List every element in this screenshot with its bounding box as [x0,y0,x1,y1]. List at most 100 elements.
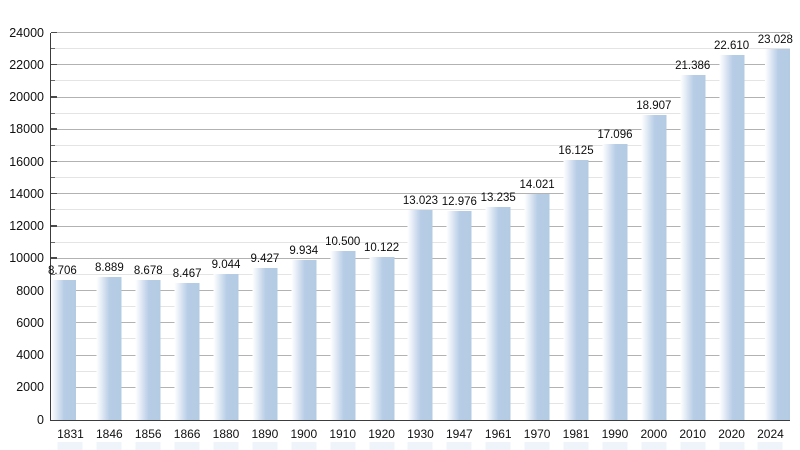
axis-tick [51,160,57,162]
bar-slot-2024: 23.028 2024 [751,33,793,450]
x-tick-label: 1930 [407,427,434,441]
gridline-minor [51,177,790,179]
bar-value-label: 9.934 [289,244,319,257]
bar-value-label: 8.706 [48,264,77,277]
ghost-bar [757,442,783,450]
bar-1890 [252,268,278,420]
bar-value-label: 13.023 [402,195,439,208]
bar-slot-1831: 8.706 1831 [48,33,90,450]
bar-slot-1890: 9.427 1890 [245,33,284,450]
gridline-major [51,161,790,162]
bar-value-label: 21.386 [675,60,711,73]
bar-2000 [641,115,667,420]
axis-tick [51,63,57,66]
x-tick-label: 1856 [134,427,162,441]
axis-tick [51,80,55,82]
ghost-bar [291,442,317,450]
bar-slot-1961: 13.235 1961 [479,33,518,450]
bar-slot-2000: 18.907 2000 [634,33,673,450]
bar-value-label: 8.889 [94,261,124,274]
gridline-major [51,96,790,98]
bar-slot-1900: 9.934 1900 [284,33,323,450]
bar-2024 [764,48,790,420]
axis-tick [51,257,57,259]
bar-value-label: 9.427 [250,253,280,265]
y-tick-label: 0 [37,412,44,427]
ghost-bar [174,442,200,450]
axis-tick [51,209,55,211]
ghost-bar [485,442,511,450]
y-tick-label: 18000 [9,122,44,137]
y-tick-label: 2000 [16,380,44,395]
bar-slot-1880: 9.044 1880 [207,33,246,450]
bar-1970 [524,193,550,420]
x-tick-label: 1880 [212,427,240,441]
gridline-minor [51,48,790,50]
bar-value-label: 10.500 [325,235,361,248]
bar-1880 [213,274,239,420]
ghost-bar [330,442,356,450]
ghost-bar [57,442,83,450]
bar-slot-1856: 8.678 1856 [129,33,168,450]
axis-tick [51,192,57,195]
bar-slot-1910: 10.500 1910 [323,33,362,450]
ghost-bar [135,442,161,450]
bar-value-label: 10.122 [363,241,400,254]
bar-value-label: 8.678 [133,265,163,278]
bar-slot-1920: 10.122 1920 [362,33,401,450]
axis-tick [51,48,55,50]
axis-tick [51,96,57,98]
x-tick-label: 1846 [95,427,123,441]
bar-1910 [330,250,356,420]
x-tick-label: 2024 [757,427,784,441]
axis-tick [51,273,55,275]
y-tick-label: 24000 [9,25,44,40]
y-tick-label: 10000 [9,251,44,266]
bar-1947 [446,210,472,420]
gridline-major [51,193,790,195]
bar-value-label: 23.028 [757,33,793,46]
ghost-bar [213,442,239,450]
bar-1920 [369,256,395,420]
x-tick-label: 1970 [523,427,551,441]
bar-value-label: 18.907 [636,100,672,113]
bar-2010 [680,75,706,420]
plot-area: 8.706 1831 8.889 1846 8.678 1856 8.467 1866 9.04… [48,31,793,450]
bar-1846 [96,276,122,420]
bar-slot-1947: 12.976 1947 [440,33,479,450]
ghost-bar [719,442,745,450]
ghost-bar [641,442,667,450]
x-tick-label: 2010 [679,427,707,441]
ghost-bar [524,442,550,450]
x-tick-label: 1947 [446,427,473,441]
bar-slot-2020: 22.610 2020 [712,33,751,450]
bar-1866 [174,283,200,420]
bar-value-label: 22.610 [713,40,750,53]
y-tick-label: 22000 [9,57,44,72]
x-tick-label: 2020 [718,427,745,441]
x-tick-label: 1961 [484,427,512,441]
ghost-bar [563,442,589,450]
axis-tick [51,144,55,146]
bar-1930 [407,210,433,420]
axis-tick [51,31,57,33]
bar-1981 [563,159,589,420]
bars: 8.706 1831 8.889 1846 8.678 1856 8.467 1866 9.04… [48,33,793,450]
ghost-bar [446,442,472,450]
bar-slot-1930: 13.023 1930 [401,33,440,450]
bar-value-label: 16.125 [558,144,594,157]
y-tick-label: 12000 [9,219,44,233]
gridline-major [51,64,790,66]
x-tick-label: 1890 [251,427,279,441]
gridline-major [51,128,790,130]
bar-slot-1990: 17.096 1990 [595,33,634,450]
ghost-bar [369,442,395,450]
x-tick-label: 1866 [173,427,201,441]
bar-1831 [51,279,76,420]
bar-value-label: 14.021 [519,178,555,191]
ghost-bar [96,442,122,450]
gridline-minor [51,209,790,211]
bar-slot-1846: 8.889 1846 [90,33,129,450]
x-tick-label: 2000 [640,427,668,441]
